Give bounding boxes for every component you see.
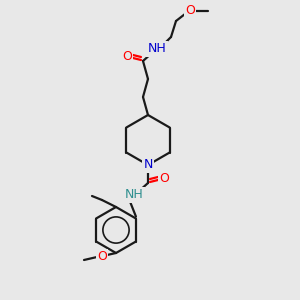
Text: NH: NH xyxy=(148,43,166,56)
Text: NH: NH xyxy=(124,188,143,202)
Text: O: O xyxy=(122,50,132,64)
Text: O: O xyxy=(185,4,195,17)
Text: O: O xyxy=(159,172,169,185)
Text: O: O xyxy=(97,250,107,263)
Text: N: N xyxy=(143,158,153,172)
